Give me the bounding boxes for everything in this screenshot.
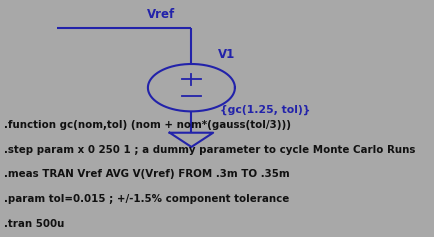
Text: .tran 500u: .tran 500u — [4, 219, 65, 229]
Text: .function gc(nom,tol) (nom + nom*(gauss(tol/3))): .function gc(nom,tol) (nom + nom*(gauss(… — [4, 120, 291, 130]
Text: .meas TRAN Vref AVG V(Vref) FROM .3m TO .35m: .meas TRAN Vref AVG V(Vref) FROM .3m TO … — [4, 169, 289, 179]
Text: Vref: Vref — [147, 8, 174, 21]
Text: {gc(1.25, tol)}: {gc(1.25, tol)} — [219, 105, 309, 115]
Text: .step param x 0 250 1 ; a dummy parameter to cycle Monte Carlo Runs: .step param x 0 250 1 ; a dummy paramete… — [4, 145, 415, 155]
Text: .param tol=0.015 ; +/-1.5% component tolerance: .param tol=0.015 ; +/-1.5% component tol… — [4, 194, 289, 204]
Text: V1: V1 — [217, 48, 234, 61]
